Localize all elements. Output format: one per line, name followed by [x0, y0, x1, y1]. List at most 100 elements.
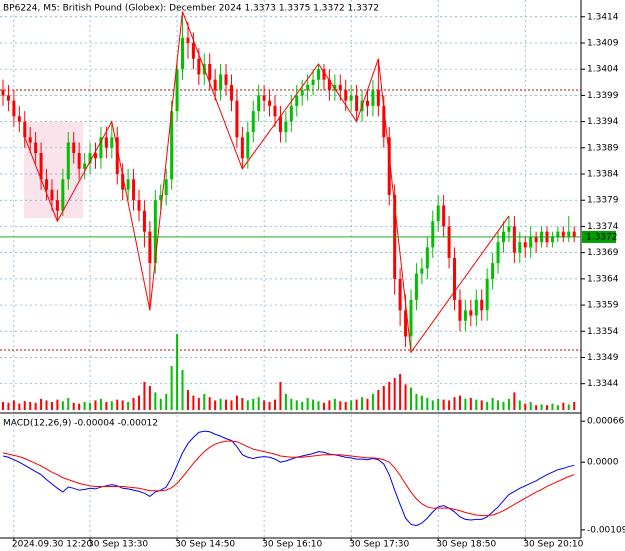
candle-body [371, 90, 375, 106]
candle-body [55, 200, 59, 211]
candle-body [463, 310, 467, 321]
candle-body [278, 116, 282, 133]
candle-body [317, 69, 321, 80]
y-tick-label: 1.3359 [587, 301, 619, 311]
candle-body [148, 231, 152, 264]
x-tick-label: 30 Sep 20:10 [523, 540, 583, 550]
candle-body [409, 299, 413, 337]
candle-body [208, 63, 212, 80]
candle-body [376, 90, 380, 106]
candle-body [126, 179, 130, 190]
candle-body [349, 95, 353, 101]
y-tick-label: 1.3374 [587, 222, 619, 232]
candle-body [88, 153, 92, 164]
candle-body [295, 95, 299, 106]
candle-body [12, 100, 16, 117]
candle-body [72, 142, 76, 154]
y-tick-label: 1.3379 [587, 196, 619, 206]
candle-body [512, 226, 516, 253]
macd-signal [2, 440, 575, 517]
candle-body [333, 84, 337, 91]
candle-body [39, 153, 43, 180]
candle-body [153, 200, 157, 264]
y-tick-label: 1.3384 [587, 170, 619, 180]
candle-body [170, 111, 174, 180]
candle-body [284, 121, 288, 133]
candle-body [191, 42, 195, 59]
candle-body [431, 221, 435, 248]
candle-body [159, 194, 163, 201]
candle-body [442, 205, 446, 227]
candle-body [66, 142, 70, 180]
candle-body [496, 242, 500, 264]
y-tick-label: 1.3389 [587, 143, 619, 153]
candle-body [50, 189, 54, 201]
candle-body [34, 142, 38, 154]
candle-body [240, 137, 244, 159]
candle-body [556, 231, 560, 237]
candle-body [523, 242, 527, 248]
candle-body [355, 95, 359, 112]
candle-body [175, 69, 179, 112]
x-tick-label: 2024.09.30 12:20 [12, 540, 93, 550]
macd-tick-label: -0.00109 [587, 525, 625, 535]
candle-body [398, 278, 402, 311]
candle-body [1, 90, 5, 96]
candle-body [137, 200, 141, 211]
candle-body [300, 90, 304, 96]
y-tick-label: 1.3349 [587, 353, 619, 363]
candle-body [23, 121, 27, 138]
candle-body [344, 90, 348, 101]
candle-body [6, 95, 10, 101]
y-tick-label: 1.3409 [587, 38, 619, 48]
candle-body [414, 273, 418, 300]
candle-body [186, 37, 190, 43]
y-tick-label: 1.3354 [587, 327, 619, 337]
candle-body [550, 236, 554, 243]
macd-label: MACD(12,26,9) -0.00004 -0.00012 [3, 419, 158, 429]
candle-body [311, 79, 315, 85]
candle-body [132, 179, 136, 201]
candle-body [289, 105, 293, 122]
candle-body [327, 79, 331, 91]
candle-body [425, 247, 429, 269]
candle-body [507, 226, 511, 232]
x-tick-label: 30 Sep 13:30 [88, 540, 148, 550]
candle-body [229, 84, 233, 101]
candle-body [387, 137, 391, 195]
candle-body [110, 137, 114, 148]
y-tick-label: 1.3414 [587, 12, 619, 22]
candle-body [219, 74, 223, 91]
candle-body [17, 116, 21, 122]
candle-body [469, 310, 473, 316]
candle-body [382, 105, 386, 138]
candle-body [251, 111, 255, 133]
x-tick-label: 30 Sep 16:10 [262, 540, 322, 550]
candle-body [322, 69, 326, 80]
candle-body [197, 58, 201, 75]
candle-body [572, 231, 576, 237]
macd-main [2, 430, 575, 527]
candle-body [518, 242, 522, 253]
candle-body [213, 79, 217, 91]
candle-body [235, 100, 239, 138]
candle-body [436, 205, 440, 222]
macd-tick-label: 0.0000 [587, 458, 619, 468]
candle-body [121, 174, 125, 190]
x-tick-label: 30 Sep 18:50 [436, 540, 496, 550]
candle-body [474, 299, 478, 316]
candle-body [115, 137, 119, 175]
candle-body [28, 137, 32, 143]
last-price-label: 1.3372 [586, 232, 618, 242]
candle-body [257, 95, 261, 112]
candle-body [453, 257, 457, 300]
candle-body [420, 268, 424, 274]
candle-body [61, 179, 65, 211]
candle-body [83, 163, 87, 169]
x-tick-label: 30 Sep 14:50 [175, 540, 235, 550]
macd-tick-label: 0.00066 [587, 417, 624, 427]
y-tick-label: 1.3394 [587, 117, 619, 127]
x-tick-label: 30 Sep 17:30 [349, 540, 409, 550]
